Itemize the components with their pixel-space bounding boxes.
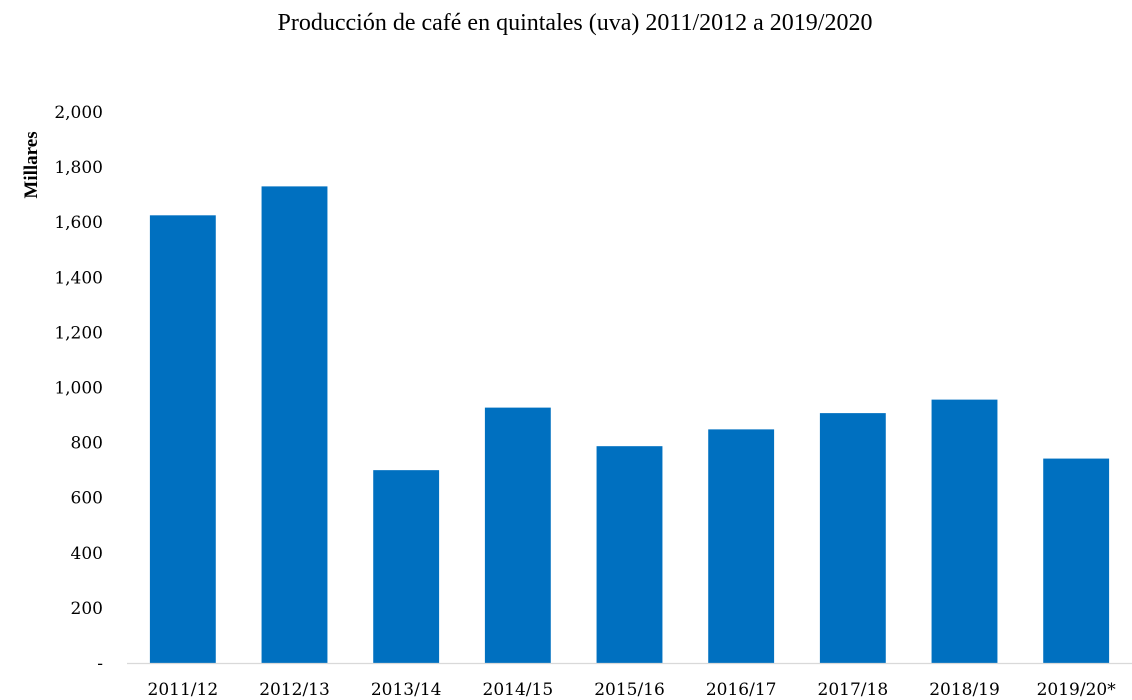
x-tick-label: 2016/17 [706, 680, 777, 700]
x-tick-label: 2014/15 [483, 680, 554, 700]
y-tick-label: 2,000 [54, 103, 103, 123]
y-tick-label: 1,800 [54, 158, 103, 178]
bar [931, 399, 998, 663]
y-tick-label: - [97, 654, 103, 674]
x-axis-ticks: 2011/12 2012/13 2013/14 2014/15 2015/16 2016/… [148, 680, 1117, 700]
bar [484, 407, 551, 663]
bar [819, 413, 886, 663]
bar [708, 429, 775, 663]
y-tick-label: 600 [71, 489, 103, 509]
bars-group [149, 186, 1110, 663]
x-tick-label: 2018/19 [929, 680, 1000, 700]
x-tick-label: 2017/18 [818, 680, 889, 700]
y-tick-label: 1,600 [54, 213, 103, 233]
bar [149, 215, 216, 663]
y-tick-label: 1,400 [54, 268, 103, 288]
y-tick-label: 800 [71, 434, 103, 454]
x-tick-label: 2019/20* [1037, 680, 1117, 700]
y-tick-label: 1,200 [54, 323, 103, 343]
x-tick-label: 2011/12 [148, 680, 219, 700]
y-tick-label: 1,000 [54, 379, 103, 399]
bar [596, 446, 663, 663]
bar [261, 186, 328, 663]
x-tick-label: 2012/13 [259, 680, 330, 700]
y-axis-ticks: - 200 400 600 800 1,000 1,200 1,400 1,600 1,800 2,… [54, 103, 103, 674]
x-tick-label: 2013/14 [371, 680, 442, 700]
x-tick-label: 2015/16 [594, 680, 665, 700]
y-axis-label: Millares [21, 131, 42, 198]
bar [1043, 458, 1110, 663]
y-tick-label: 400 [71, 544, 103, 564]
bar [373, 470, 440, 663]
y-tick-label: 200 [71, 599, 103, 619]
chart-title: Producción de café en quintales (uva) 20… [278, 10, 873, 36]
